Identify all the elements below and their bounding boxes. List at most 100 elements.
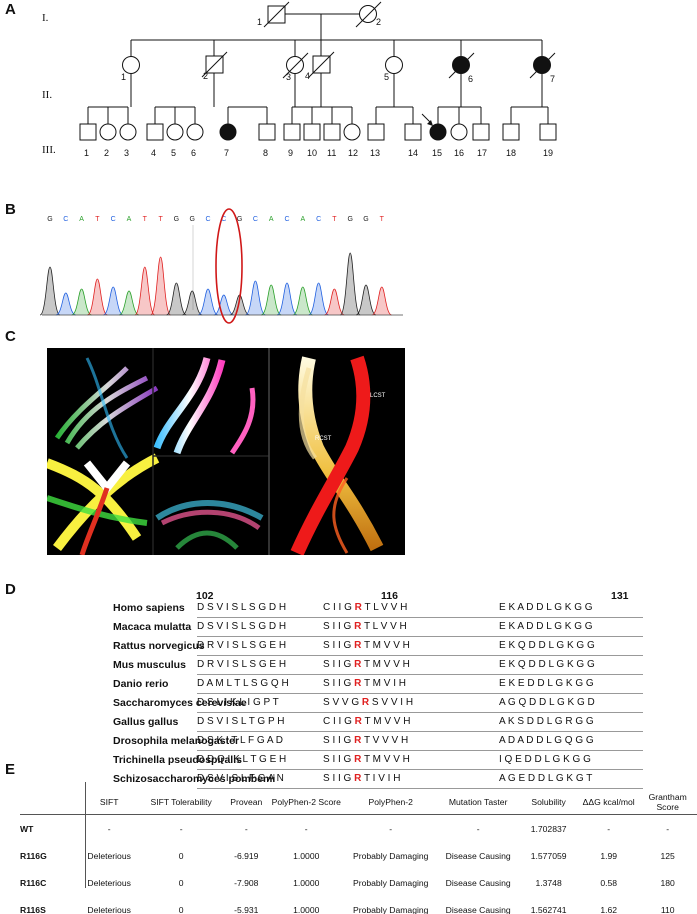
gen2-id-3: 3 [286,72,291,82]
base-15: C [284,216,289,223]
trace-peak-18 [324,288,345,316]
table-cell: 1.0000 [293,851,320,861]
base-16: A [300,216,305,223]
seq-block-1: D S V I S L S G D H [197,621,287,632]
table-cell: -5.931 [234,905,259,914]
table-cell: Disease Causing [445,878,511,888]
base-4: C [111,216,116,223]
species-name: Rattus norvegicus [113,640,205,652]
gen3-id-7: 7 [224,148,229,158]
residue-116: R [354,659,362,670]
alignment-row: Schizosaccharomyces pombemi D S V I S L F… [113,773,643,790]
seq-block-1: D S V I S L F G A N [197,773,284,784]
base-21: T [380,216,385,223]
seq-block-2: C I I G R T M V V H [323,716,411,727]
table-cell: Probably Damaging [352,878,429,888]
alignment-row: Trichinella pseudospiralis D D Q I K L T … [113,754,643,771]
base-13: C [253,216,258,223]
gen3-id-17: 17 [477,148,487,158]
table-cell: - [389,823,393,834]
species-name: Gallus gallus [113,716,179,728]
base-14: A [269,216,274,223]
pedigree-chart: 1 21 2 3 4 5 6 71 2 3 4 5 6 7 8 9 10 11 12 13 14 15 16 17 18 19 [79,1,557,158]
table-cell: 0 [178,851,184,861]
row-divider [197,788,643,789]
panel-label-a: A [5,1,16,18]
tractography-image: LCST RCST [47,348,386,555]
table-cell: 1.0000 [293,905,320,914]
trace-peak-6 [134,266,156,316]
alignment-row: Saccharomyces cerevisiae D S L I K L I G … [113,697,643,714]
trace-peak-2 [71,288,92,316]
table-cell: Disease Causing [445,905,511,914]
position-116: 116 [381,590,398,602]
seq-block-3: E K Q D D L G K G G [499,640,595,651]
table-cell: Disease Causing [445,851,511,861]
gen3-id-4: 4 [151,148,156,158]
gen2-id-1: 1 [121,72,126,82]
base-3: T [95,216,100,223]
gen3-id-14: 14 [408,148,418,158]
seq-block-1: D S V I S L S G D H [197,602,287,613]
trace-peak-20 [355,284,377,316]
gen3-id-11: 11 [327,148,336,158]
alignment-row: Rattus norvegicus D R V I S L S G E H S I … [113,640,643,657]
rcst-label: RCST [315,436,332,442]
base-17: C [316,216,321,223]
gen2-id-2: 2 [203,71,208,81]
row-divider [197,655,643,656]
table-cell: -7.908 [234,878,259,888]
table-cell: R116S [20,905,46,914]
seq-block-3: A G E D D L G K G T [499,773,593,784]
gen2-id-7: 7 [550,74,555,84]
base-9: G [189,216,194,223]
trace-peak-15 [276,282,298,316]
table-row: R116G Deleterious 0 -6.919 1.0000 Probably Da… [20,843,697,870]
table-cell: WT [20,823,34,834]
table-cell: 1.562741 [530,905,567,914]
gen3-id-5: 5 [171,148,176,158]
row-divider [197,693,643,694]
gen2-id-5: 5 [384,72,389,82]
seq-block-1: D R V I S L S G E H [197,659,287,670]
seq-block-3: A D A D D L G Q G G [499,735,594,746]
gen3-id-3: 3 [124,148,129,158]
base-19: G [347,216,352,223]
table-cell: R116C [20,878,47,888]
base-1: C [63,216,68,223]
trace-peak-5 [118,290,140,316]
base-12: G [237,216,242,223]
alignment-row: Macaca mulatta D S V I S L S G D H S I I G… [113,621,643,638]
species-name: Mus musculus [113,659,186,671]
base-20: G [363,216,368,223]
seq-block-2: C I I G R T L V V H [323,602,408,613]
gen3-id-6: 6 [191,148,196,158]
base-18: T [332,216,337,223]
base-5: A [127,216,132,223]
trace-peak-0 [39,266,61,316]
species-name: Schizosaccharomyces pombemi [113,773,276,785]
table-row: R116C Deleterious 0 -7.908 1.0000 Probably Da… [20,870,697,897]
residue-116: R [361,697,370,708]
residue-116: R [354,754,362,765]
base-8: G [174,216,179,223]
mri-tractography: LCST RCST [47,348,405,555]
table-header: PolyPhen-2 [368,797,413,807]
seq-block-2: S I I G R T V V V H [323,735,409,746]
trace-peak-21 [371,286,392,316]
residue-116: R [354,678,362,689]
table-header: Solubility [531,797,566,807]
seq-block-2: S V V G R S V V I H [323,697,414,708]
seq-block-2: S I I G R T M V V H [323,659,410,670]
residue-116: R [354,716,362,727]
base-10: C [205,216,210,223]
gen3-id-8: 8 [263,148,268,158]
row-divider [197,674,643,675]
panel-label-c: C [5,328,16,345]
residue-116: R [354,773,362,784]
generation-label-3: III. [42,144,56,156]
table-cell: - [476,823,480,834]
table-cell: 1.3748 [535,878,562,888]
seq-block-2: S I I G R T L V V H [323,621,407,632]
table-header: SIFT Tolerability [150,797,212,807]
